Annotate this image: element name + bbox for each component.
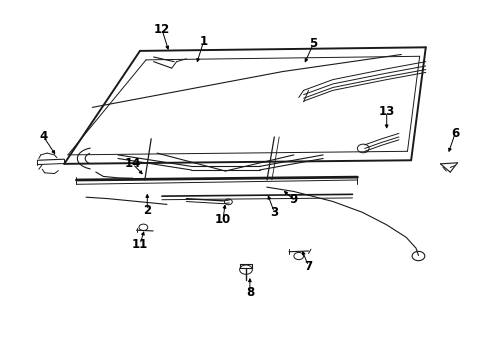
Text: 11: 11	[132, 238, 148, 251]
Text: 8: 8	[246, 287, 254, 300]
Text: 9: 9	[290, 193, 298, 206]
Text: 10: 10	[215, 213, 231, 226]
Text: 12: 12	[154, 23, 170, 36]
Text: 13: 13	[379, 105, 395, 118]
Text: 1: 1	[199, 35, 208, 49]
Text: 5: 5	[309, 37, 318, 50]
Text: 6: 6	[451, 127, 459, 140]
Text: 2: 2	[143, 204, 151, 217]
Text: 3: 3	[270, 206, 278, 219]
Text: 7: 7	[304, 260, 313, 273]
Text: 4: 4	[40, 130, 48, 144]
Text: 14: 14	[124, 157, 141, 170]
